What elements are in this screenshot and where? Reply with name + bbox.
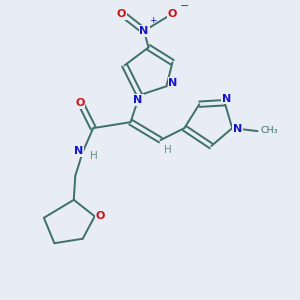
Text: N: N	[140, 26, 148, 36]
Text: H: H	[164, 145, 172, 154]
Text: N: N	[222, 94, 231, 103]
Text: N: N	[134, 95, 143, 105]
Text: H: H	[90, 151, 98, 160]
Text: O: O	[75, 98, 84, 108]
Text: O: O	[168, 9, 177, 19]
Text: O: O	[117, 9, 126, 19]
Text: +: +	[149, 16, 157, 25]
Text: N: N	[233, 124, 242, 134]
Text: O: O	[95, 211, 105, 221]
Text: CH₃: CH₃	[260, 126, 278, 135]
Text: N: N	[74, 146, 83, 156]
Text: −: −	[180, 1, 189, 11]
Text: N: N	[168, 78, 178, 88]
